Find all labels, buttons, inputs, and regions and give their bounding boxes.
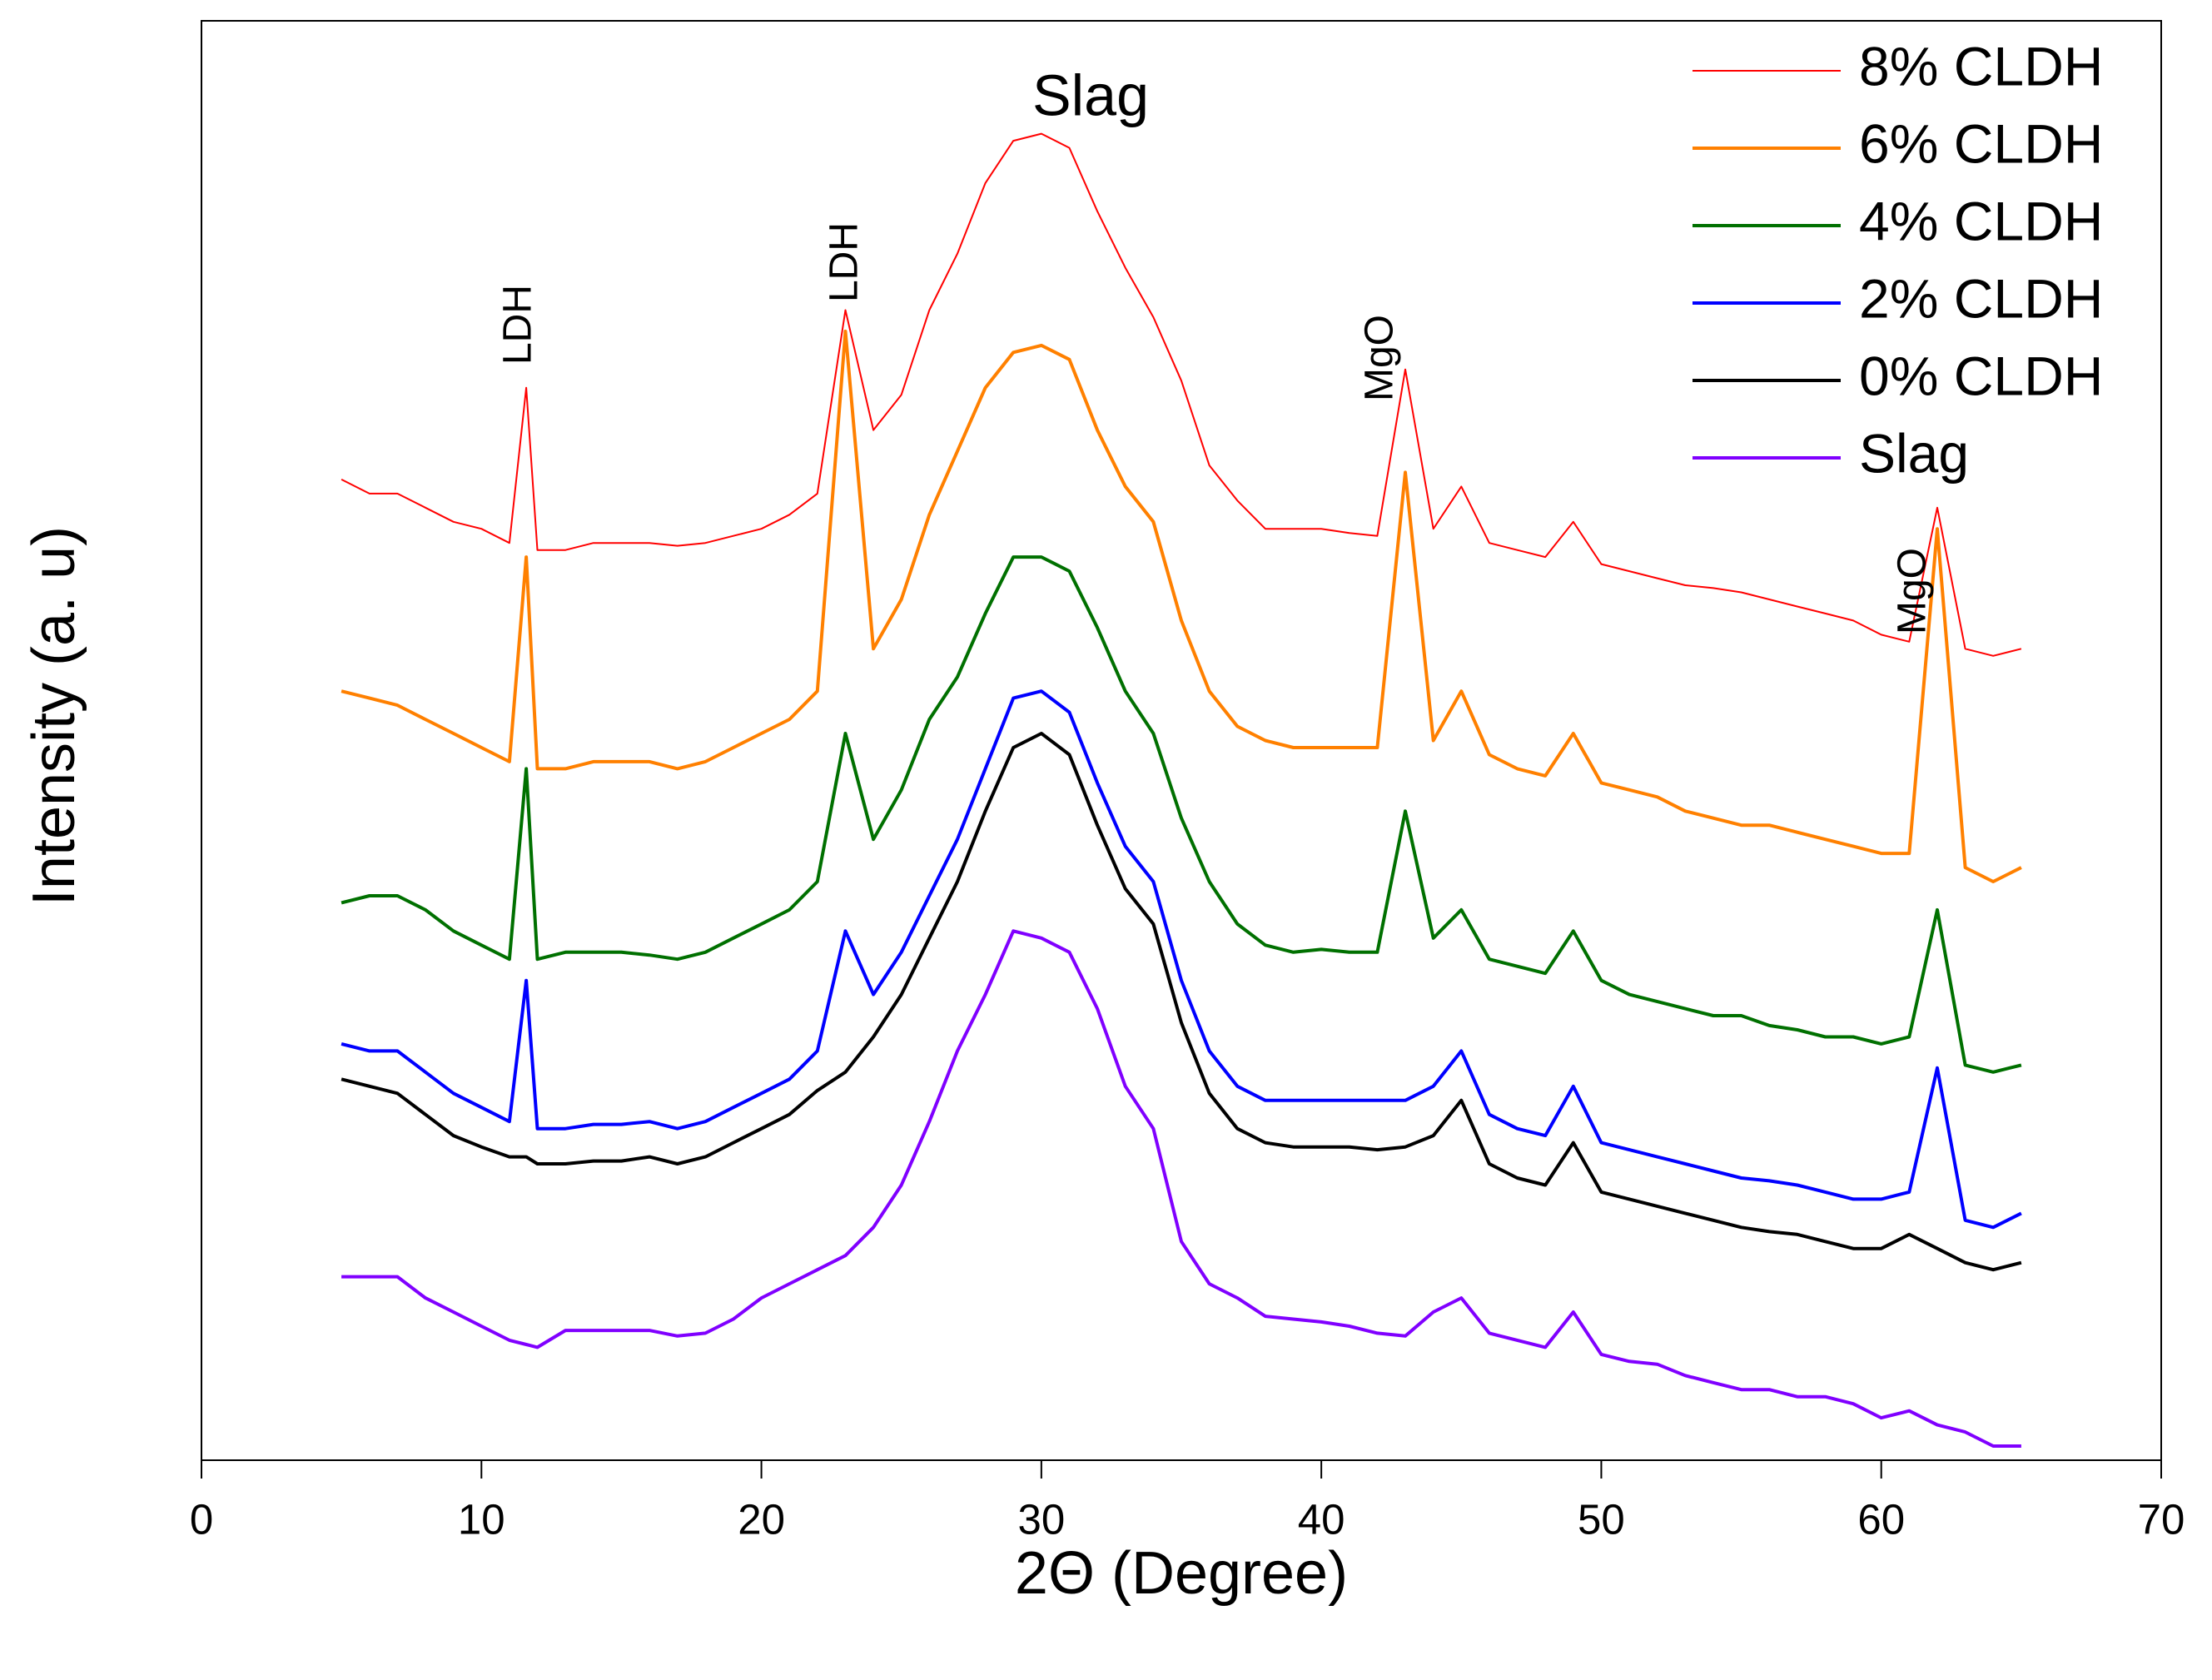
legend-label: 8% CLDH bbox=[1859, 35, 2103, 97]
x-tick-label: 40 bbox=[1298, 1495, 1345, 1543]
x-tick-label: 70 bbox=[2138, 1495, 2185, 1543]
series-line bbox=[340, 732, 2022, 1272]
series-line bbox=[340, 329, 2022, 883]
annotation: Slag bbox=[1032, 62, 1149, 127]
series-line bbox=[340, 132, 2022, 657]
series-line bbox=[340, 555, 2022, 1074]
series-line bbox=[340, 689, 2022, 1230]
x-tick-label: 0 bbox=[190, 1495, 213, 1543]
x-tick-label: 50 bbox=[1578, 1495, 1625, 1543]
series-line bbox=[341, 929, 2021, 1448]
legend-label: 6% CLDH bbox=[1859, 112, 2103, 174]
legend-label: 0% CLDH bbox=[1859, 345, 2103, 406]
legend-label: Slag bbox=[1859, 422, 1969, 484]
legend-label: 4% CLDH bbox=[1859, 190, 2103, 251]
x-tick-label: 30 bbox=[1017, 1495, 1065, 1543]
x-tick-label: 10 bbox=[458, 1495, 505, 1543]
annotation: LDH bbox=[823, 222, 867, 302]
annotation: MgO bbox=[1891, 548, 1935, 634]
annotation: LDH bbox=[496, 285, 540, 365]
x-tick-label: 20 bbox=[738, 1495, 785, 1543]
annotation: MgO bbox=[1358, 315, 1402, 401]
y-axis-label: Intensity (a. u) bbox=[21, 526, 87, 906]
x-axis-label: 2Θ (Degree) bbox=[1015, 1540, 1348, 1607]
x-tick-label: 60 bbox=[1857, 1495, 1905, 1543]
plot-frame bbox=[201, 20, 2162, 1461]
legend-label: 2% CLDH bbox=[1859, 267, 2103, 329]
